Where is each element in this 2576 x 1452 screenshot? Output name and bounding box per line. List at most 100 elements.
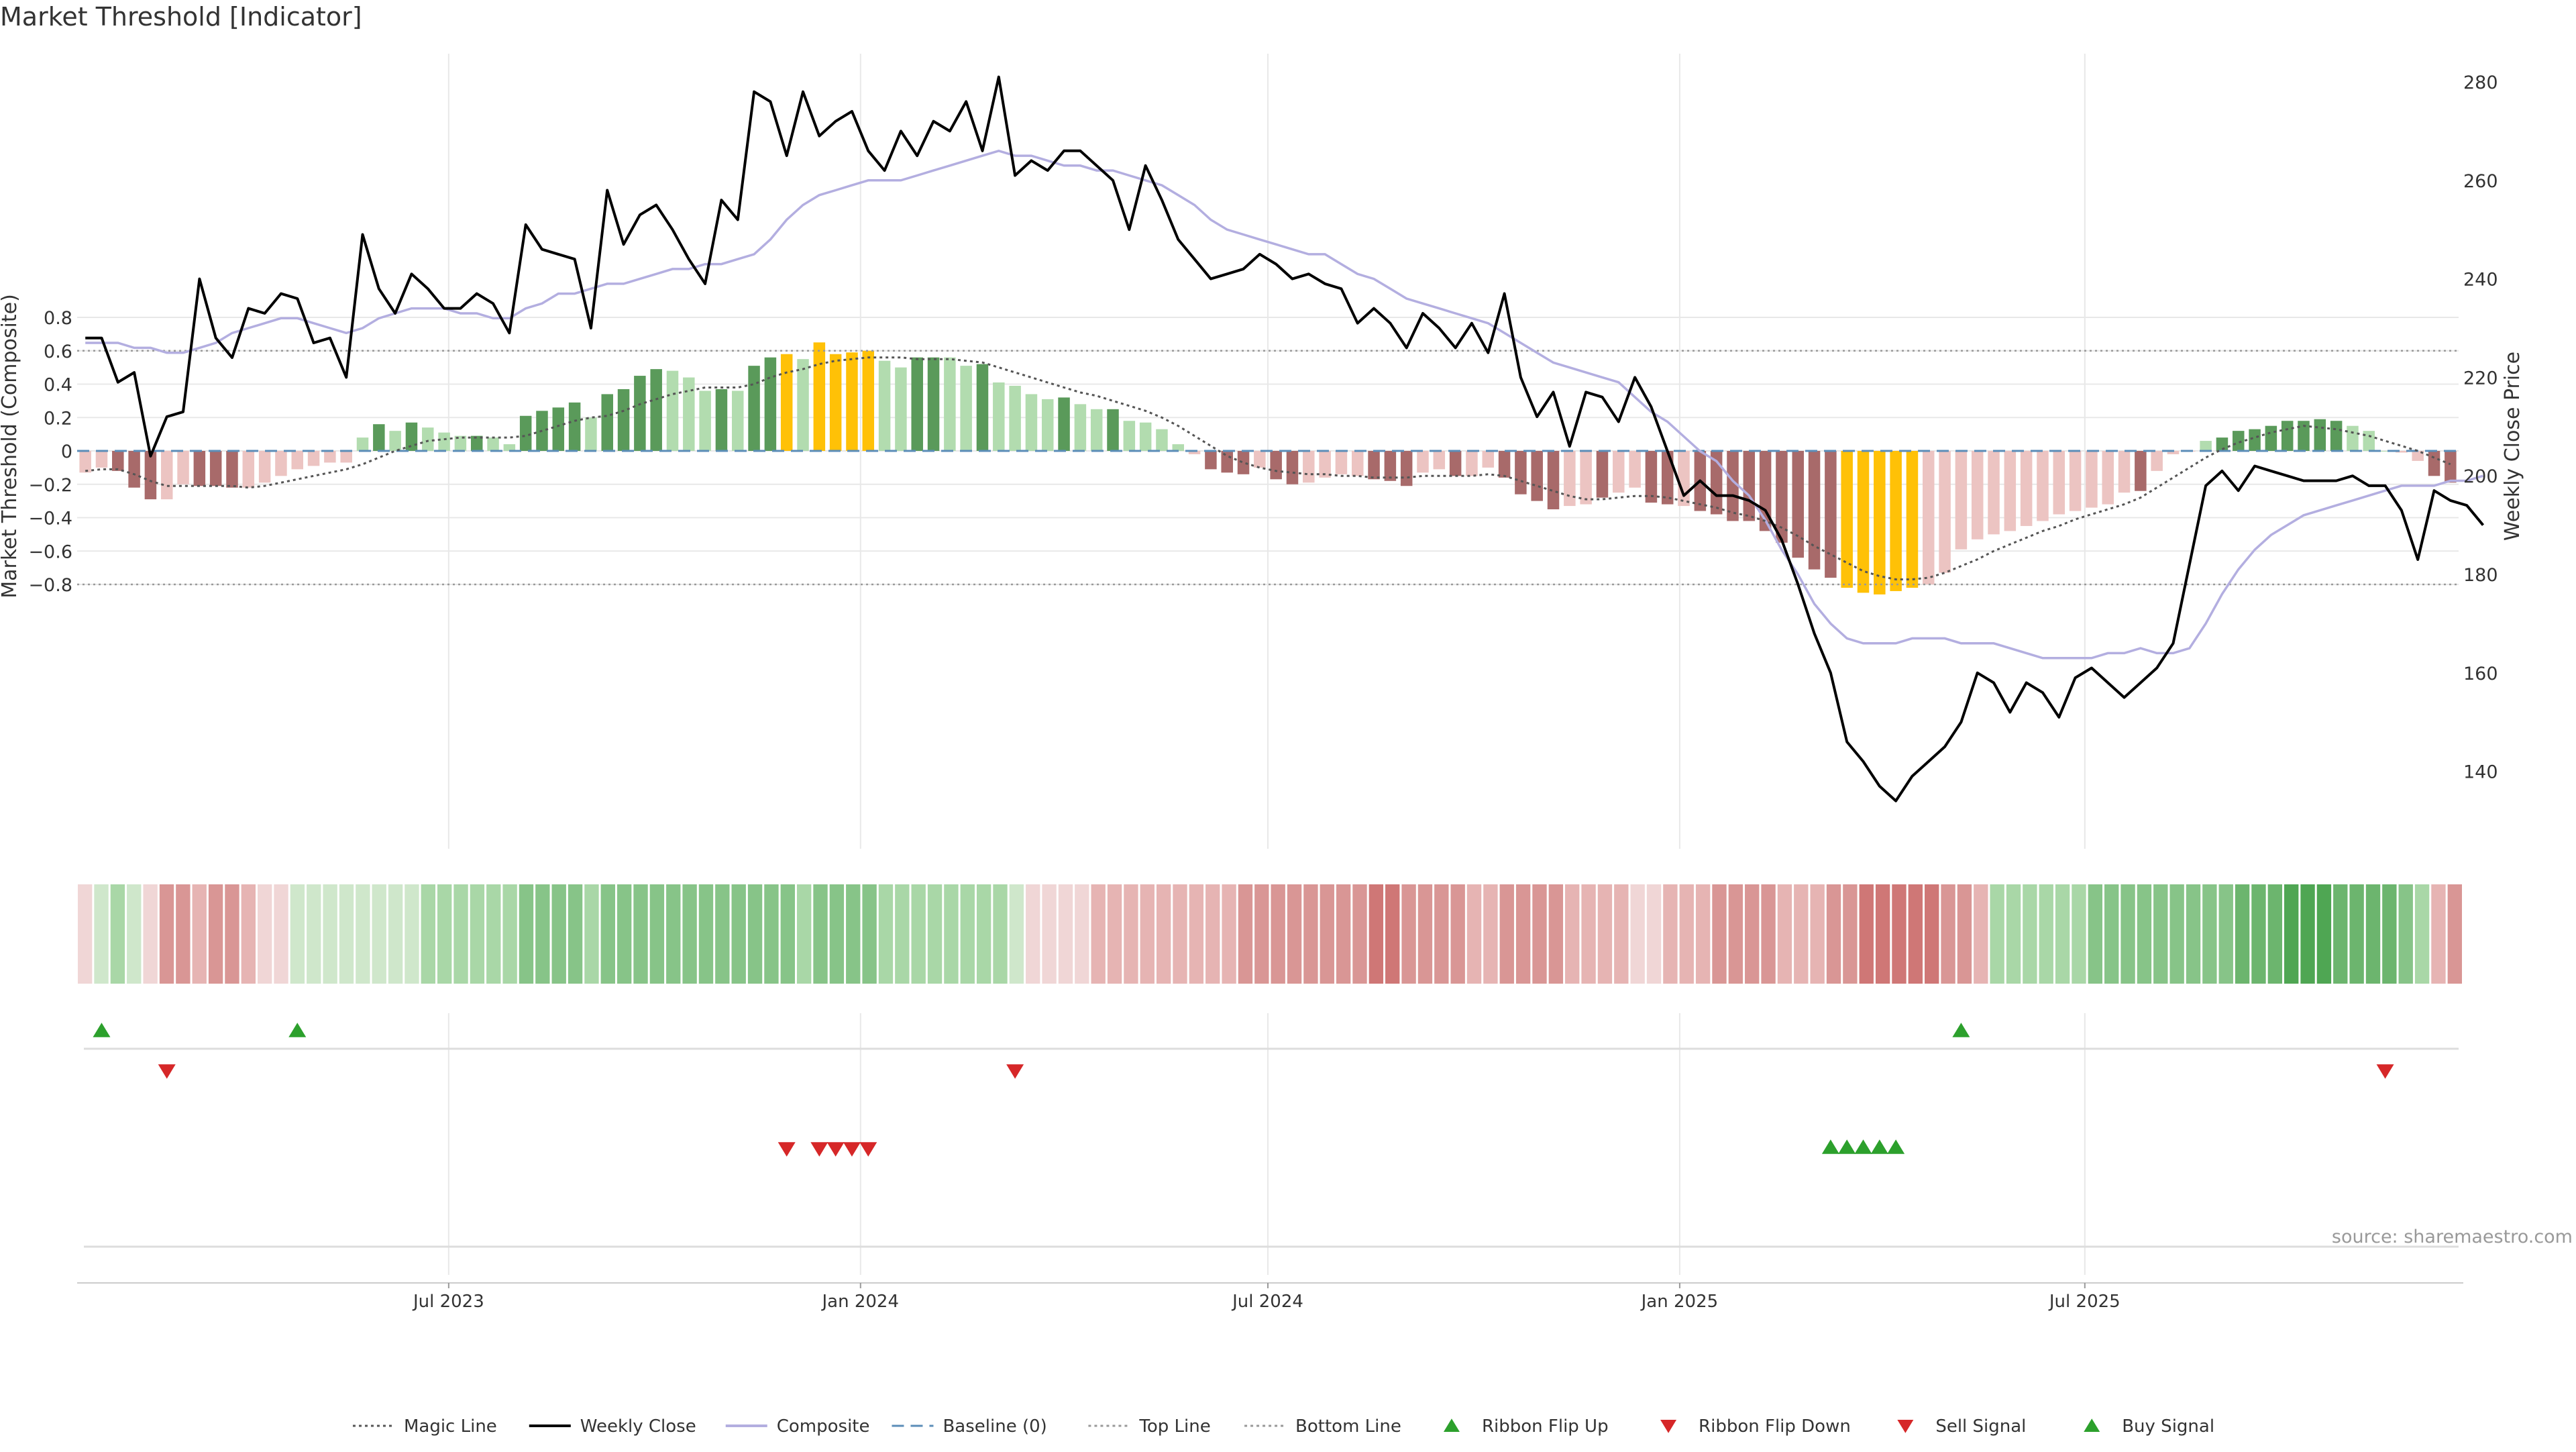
composite-bar — [1384, 451, 1397, 481]
y-axis-ticks: 0.8 0.6 0.4 0.2 0 −0.2 −0.4 −0.6 −0.8 — [28, 308, 72, 596]
ribbon-cell — [633, 884, 648, 984]
ribbon-cell — [2121, 884, 2135, 984]
ribbon-cell — [339, 884, 354, 984]
ribbon-cell — [208, 884, 223, 984]
composite-bar — [568, 402, 581, 451]
composite-bar — [2396, 451, 2408, 453]
composite-bar — [1841, 451, 1853, 588]
ribbon-cell — [1140, 884, 1155, 984]
composite-bar — [2118, 451, 2131, 493]
composite-bar — [1139, 422, 1152, 451]
composite-bar — [1759, 451, 1772, 531]
buy-signal-marker — [1821, 1139, 1839, 1154]
ribbon-cell — [1483, 884, 1498, 984]
ribbon-cell — [1515, 884, 1531, 984]
composite-bar — [1041, 399, 1054, 451]
y2-axis-ticks: 280 260 240 220 200 180 160 140 — [2463, 72, 2498, 783]
composite-bar — [160, 451, 173, 500]
ribbon-cell — [2333, 884, 2348, 984]
composite-bar — [95, 451, 108, 468]
composite-bar — [1596, 451, 1609, 498]
legend-label: Ribbon Flip Up — [1482, 1416, 1609, 1437]
x-tick-label: Jan 2025 — [1640, 1292, 1719, 1312]
ribbon-cell — [2137, 884, 2152, 984]
ribbon-cell — [649, 884, 665, 984]
composite-bar — [2167, 451, 2180, 454]
ribbon-cell — [1794, 884, 1809, 984]
composite-bar — [1890, 451, 1902, 591]
legend-label: Magic Line — [404, 1416, 497, 1437]
ribbon-cell — [829, 884, 845, 984]
composite-bar — [2135, 451, 2147, 491]
ribbon-cell — [1450, 884, 1465, 984]
ribbon-cell — [1859, 884, 1874, 984]
composite-bar — [748, 366, 760, 451]
composite-bar — [422, 427, 434, 451]
legend-swatch — [2084, 1418, 2100, 1432]
y2-tick-label: 280 — [2463, 72, 2498, 93]
composite-bar — [1547, 451, 1560, 510]
ribbon-cell — [1156, 884, 1171, 984]
ribbon-cell — [1908, 884, 1923, 984]
composite-bar — [683, 377, 695, 451]
composite-bar — [2086, 451, 2098, 508]
ribbon-cell — [1925, 884, 1939, 984]
ribbon-cell — [225, 884, 239, 984]
composite-bar — [1613, 451, 1625, 493]
ribbon-cell — [1957, 884, 1972, 984]
composite-bar — [1580, 451, 1592, 505]
ribbon-cell — [535, 884, 550, 984]
composite-bar — [1433, 451, 1446, 470]
composite-bar — [519, 415, 532, 451]
composite-bar — [405, 422, 418, 451]
composite-bar — [373, 424, 385, 451]
composite-bar — [2265, 425, 2277, 451]
ribbon-flip-down-marker — [1006, 1064, 1024, 1079]
buy-signal-marker — [1854, 1139, 1872, 1154]
composite-bar — [650, 369, 662, 451]
composite-bar — [878, 360, 891, 451]
ribbon-cell — [470, 884, 485, 984]
x-tick-label: Jul 2024 — [1231, 1292, 1303, 1312]
composite-bar — [2412, 451, 2424, 461]
y2-tick-label: 140 — [2463, 762, 2498, 783]
ribbon-cell — [2284, 884, 2299, 984]
composite-bar — [1743, 451, 1756, 521]
ribbon-cell — [616, 884, 632, 984]
composite-bar — [617, 388, 630, 451]
ribbon-cell — [2349, 884, 2364, 984]
composite-bar — [1058, 397, 1070, 451]
composite-bar — [2069, 451, 2082, 511]
ribbon-strip — [78, 884, 2462, 984]
composite-bar — [226, 451, 238, 488]
ribbon-cell — [388, 884, 403, 984]
composite-bar — [2298, 421, 2310, 451]
ribbon-cell — [486, 884, 501, 984]
composite-bar — [2053, 451, 2065, 515]
y-tick-label: −0.4 — [28, 509, 72, 529]
composite-bar — [1531, 451, 1543, 501]
ribbon-cell — [1205, 884, 1220, 984]
ribbon-cell — [1826, 884, 1841, 984]
legend-swatch — [1897, 1420, 1914, 1433]
composite-bar — [177, 451, 189, 484]
composite-bar — [862, 350, 875, 451]
composite-bar — [144, 451, 157, 500]
ribbon-cell — [421, 884, 435, 984]
composite-bar — [454, 435, 467, 451]
composite-bar — [634, 376, 646, 451]
ribbon-cell — [944, 884, 959, 984]
ribbon-cell — [960, 884, 975, 984]
composite-bar — [1172, 444, 1185, 451]
ribbon-cell — [1368, 884, 1384, 984]
ribbon-cell — [2316, 884, 2332, 984]
ribbon-cell — [1941, 884, 1955, 984]
ribbon-cell — [666, 884, 681, 984]
composite-bar — [1971, 451, 1984, 539]
composite-bar — [1221, 451, 1233, 473]
ribbon-cell — [1042, 884, 1057, 984]
y2-tick-label: 160 — [2463, 664, 2498, 684]
composite-bar — [356, 437, 369, 451]
ribbon-cell — [1843, 884, 1858, 984]
composite-bar — [2330, 421, 2343, 451]
